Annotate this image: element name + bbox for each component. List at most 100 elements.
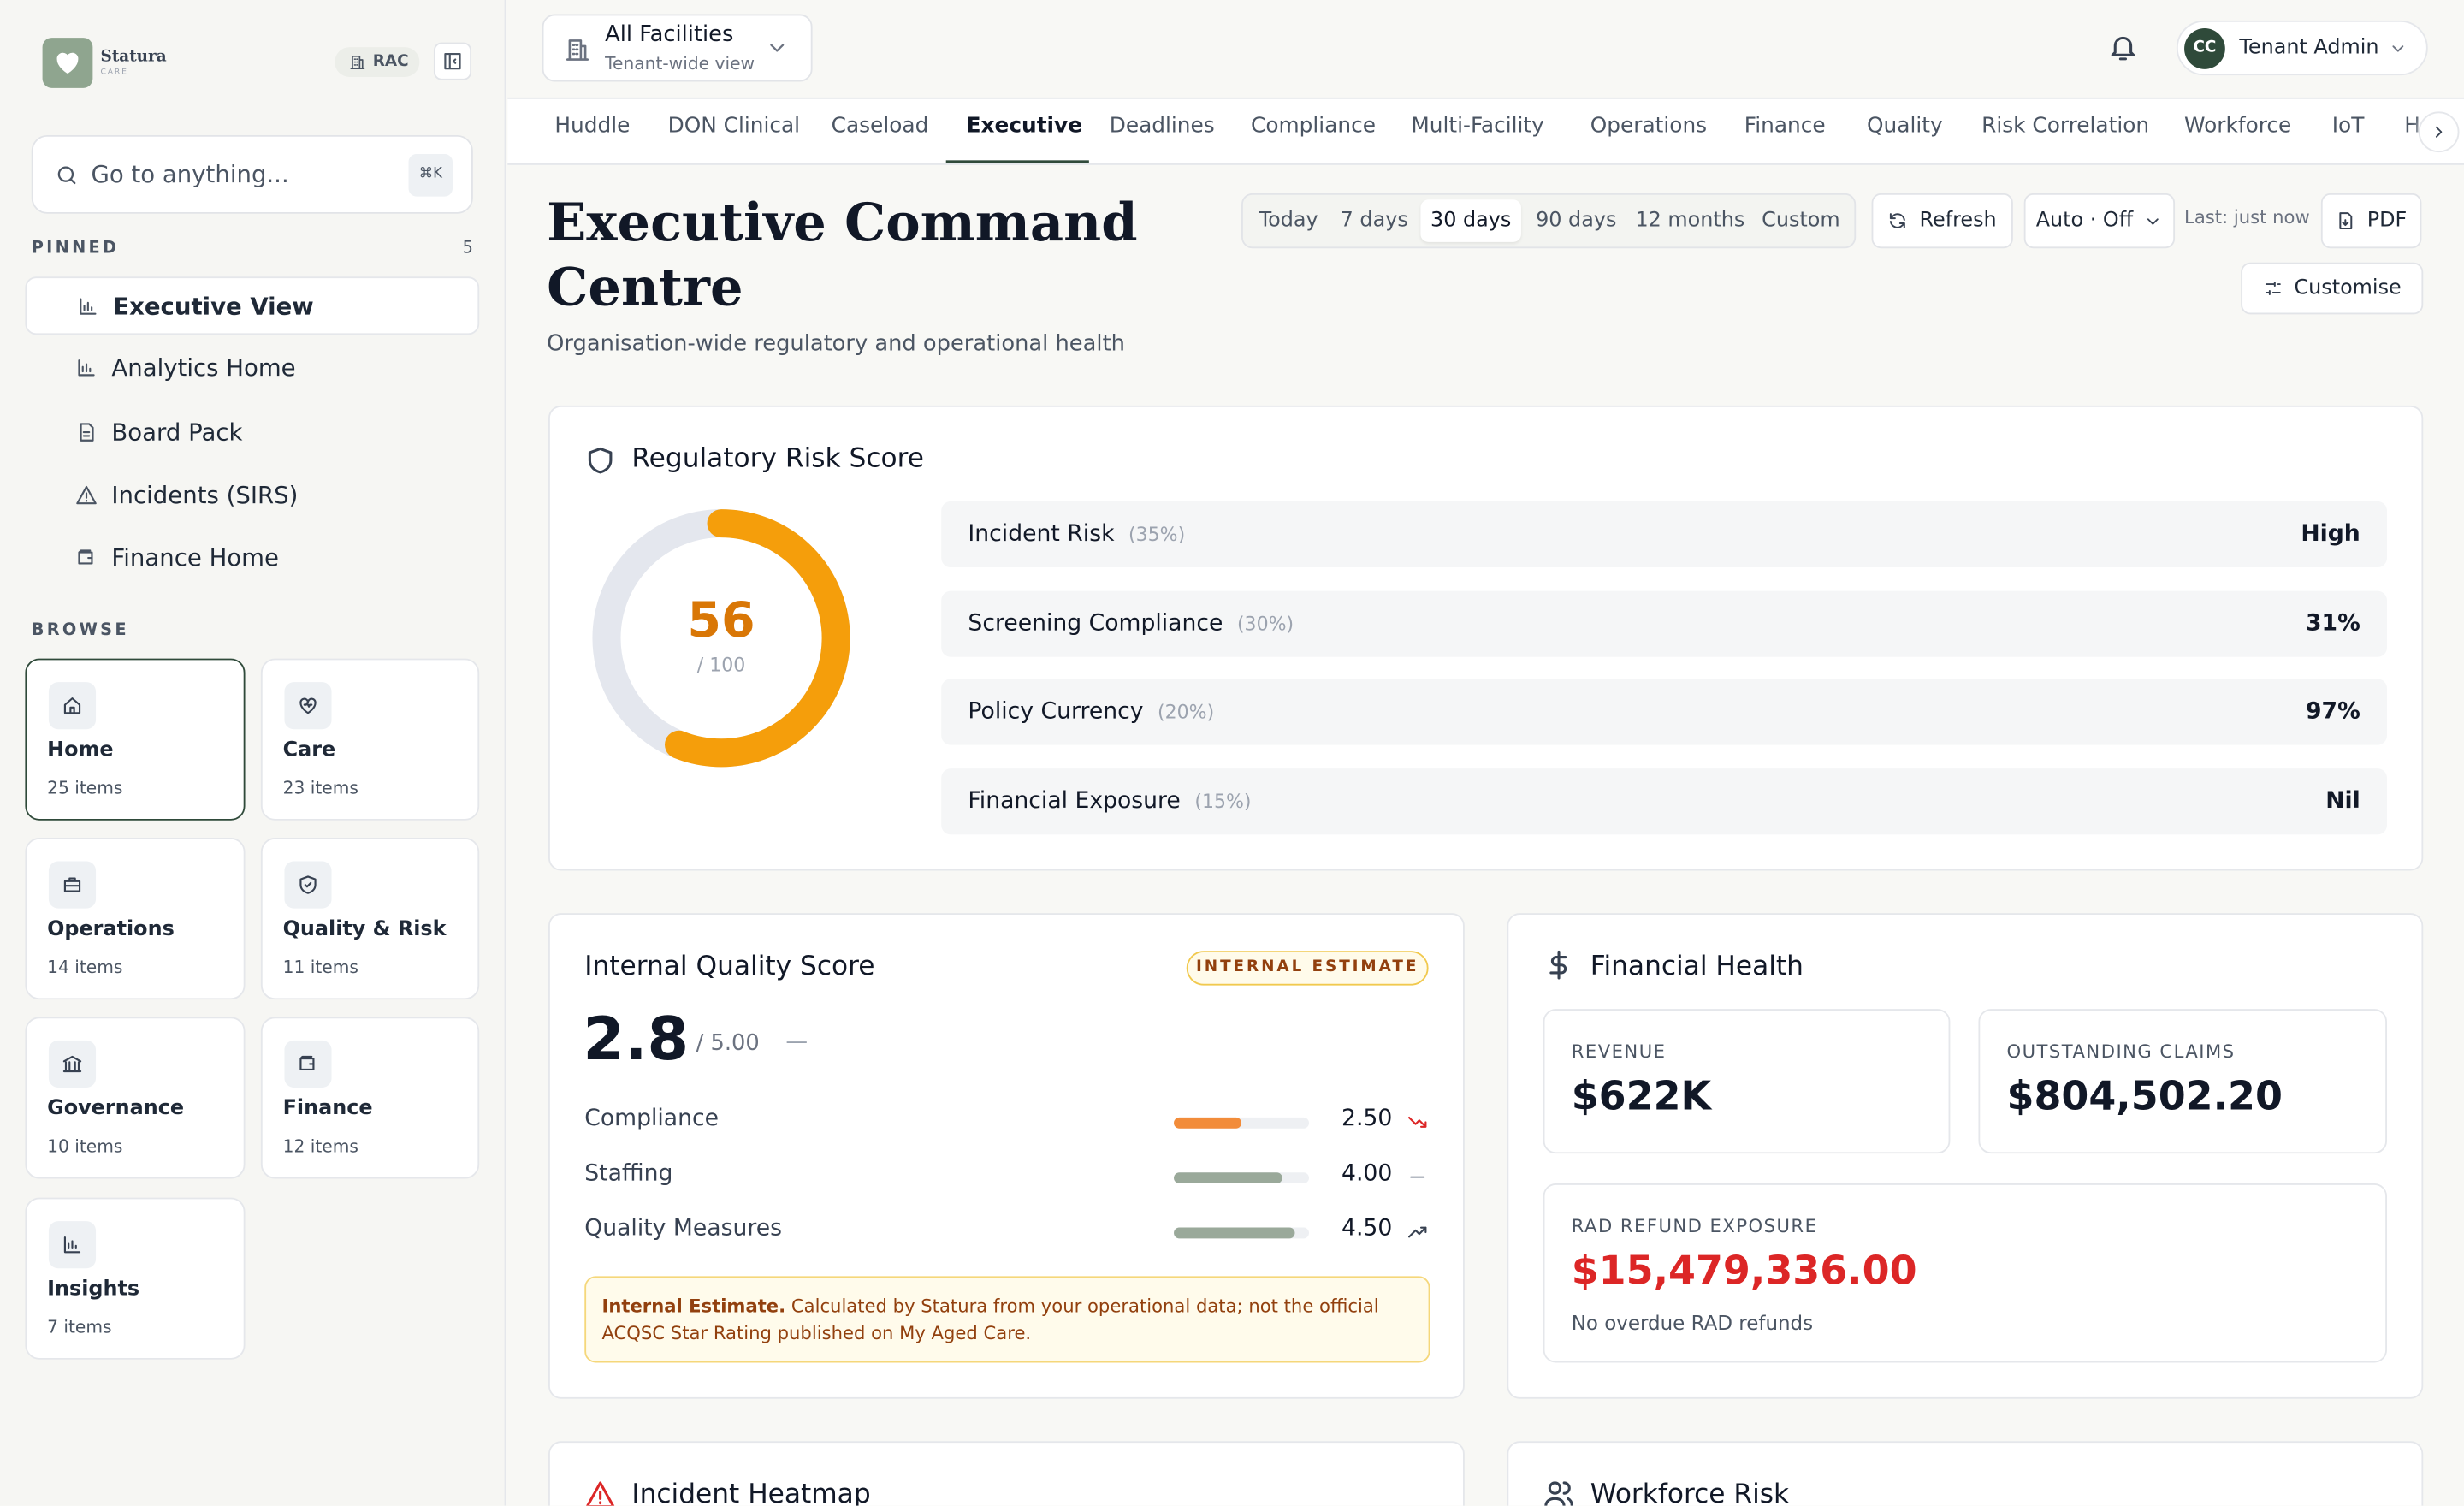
tab-scroll[interactable] [2418, 111, 2460, 153]
browse-card[interactable]: Operations 14 items [25, 837, 246, 1000]
icon-path [1549, 950, 1567, 980]
card-icon [48, 861, 97, 909]
card-name: Finance [282, 1097, 373, 1121]
tab[interactable]: IoT [2331, 113, 2365, 139]
nav-item[interactable]: Board Pack [25, 403, 479, 461]
icon-path [770, 44, 785, 52]
quality-max: / 5.00 [696, 1030, 760, 1057]
range-option[interactable]: 12 months [1635, 209, 1745, 233]
browse-card[interactable]: Quality & Risk 11 items [260, 837, 480, 1000]
metric-label: Staffing [584, 1161, 673, 1187]
tab[interactable]: Finance [1744, 113, 1826, 139]
nav-item[interactable]: Executive View [25, 276, 480, 335]
range-option[interactable]: Today [1259, 209, 1318, 233]
nav-label: Finance Home [111, 543, 279, 572]
card-name: Quality & Risk [282, 917, 447, 942]
risk-card: Regulatory Risk Score 56 / 100 Incident Ris… [548, 405, 2424, 871]
card-icon [284, 861, 332, 909]
icon [1544, 1481, 1573, 1506]
bar [1174, 1227, 1296, 1239]
icon [299, 697, 317, 714]
user-name: Tenant Admin [2239, 36, 2379, 60]
nav-item[interactable]: Incidents (SIRS) [25, 466, 479, 525]
icon[interactable] [2107, 32, 2139, 63]
tab[interactable]: H [2404, 113, 2420, 139]
card-count: 23 items [282, 778, 358, 799]
browse-card[interactable]: Insights 7 items [25, 1197, 246, 1360]
row-weight: (15%) [1194, 791, 1252, 813]
icon-path [80, 422, 94, 442]
icon [56, 52, 79, 74]
range-option[interactable]: Custom [1762, 209, 1840, 233]
row-value: 97% [2306, 700, 2360, 726]
facility-selector[interactable]: All Facilities Tenant-wide view [542, 14, 813, 82]
collapse-button[interactable] [433, 42, 472, 80]
range-option[interactable]: 7 days [1340, 209, 1408, 233]
tab[interactable]: Deadlines [1109, 113, 1215, 139]
icon [299, 875, 317, 894]
tab[interactable]: Workforce [2184, 113, 2292, 139]
note-lead: Internal Estimate. [601, 1295, 786, 1318]
logo [42, 38, 93, 88]
tab[interactable]: Executive [966, 113, 1083, 139]
bar [1174, 1172, 1282, 1184]
auto-button[interactable]: Auto · Off [2023, 193, 2176, 249]
icon [2265, 282, 2281, 296]
browse-card[interactable]: Home 25 items [25, 658, 246, 821]
card-icon [284, 1040, 332, 1088]
brand-sub: CARE [100, 67, 128, 78]
gauge-value: 56 [687, 592, 755, 649]
icon [770, 44, 785, 52]
icon-path [1890, 213, 1906, 229]
icon [2435, 126, 2443, 138]
pdf-button[interactable]: PDF [2320, 193, 2422, 249]
nav-item[interactable]: Analytics Home [25, 340, 479, 398]
card-count: 11 items [282, 957, 358, 978]
nav-item[interactable]: Finance Home [25, 530, 479, 588]
tab[interactable]: Operations [1590, 113, 1708, 139]
icon-path [299, 697, 317, 714]
icon-path [2111, 36, 2135, 61]
range-selector: Today 7 days 30 days 90 days 12 months Custom [1241, 193, 1857, 249]
tab[interactable]: Compliance [1251, 113, 1377, 139]
gauge-max: / 100 [696, 654, 746, 676]
range-option[interactable]: 30 days [1420, 199, 1521, 242]
row-label: Policy Currency [968, 700, 1144, 726]
nav-label: Executive View [113, 292, 314, 321]
nav-label: Incidents (SIRS) [111, 480, 299, 509]
metric-value: 2.50 [1342, 1106, 1393, 1132]
icon [2147, 217, 2159, 224]
button-label: Auto · Off [2035, 209, 2134, 233]
tab[interactable]: Multi-Facility [1411, 113, 1544, 139]
tab[interactable]: Quality [1867, 113, 1943, 139]
icon [62, 1055, 82, 1073]
estimate-note: Internal Estimate. Calculated by Statura… [584, 1276, 1430, 1363]
user-menu[interactable]: CC Tenant Admin [2176, 20, 2428, 76]
refresh-button[interactable]: Refresh [1871, 193, 2013, 249]
icon-path [78, 549, 93, 565]
customise-button[interactable]: Customise [2241, 262, 2424, 315]
icon-path [78, 359, 95, 376]
search-box[interactable]: Go to anything... ⌘K [31, 134, 473, 214]
tile-value: $15,479,336.00 [1571, 1248, 1917, 1294]
range-option[interactable]: 90 days [1536, 209, 1617, 233]
row-label: Screening Compliance [968, 610, 1223, 637]
icon-path [63, 697, 81, 714]
icon-path [63, 877, 81, 892]
tab[interactable]: Caseload [831, 113, 929, 139]
pinned-count: 5 [462, 239, 473, 258]
search-placeholder: Go to anything... [91, 160, 289, 189]
tab[interactable]: Risk Correlation [1981, 113, 2150, 139]
tile-value: $804,502.20 [2006, 1073, 2283, 1119]
tab[interactable]: Huddle [554, 113, 631, 139]
brand: Statura [100, 48, 167, 67]
last-updated: Last: just now [2184, 205, 2310, 228]
tab[interactable]: DON Clinical [667, 113, 801, 139]
browse-card[interactable]: Finance 12 items [260, 1017, 480, 1179]
row-weight: (35%) [1128, 523, 1186, 546]
browse-card[interactable]: Governance 10 items [25, 1017, 246, 1179]
browse-card[interactable]: Care 23 items [260, 658, 480, 821]
icon-path [350, 55, 365, 69]
section-label: BROWSE [31, 620, 129, 640]
